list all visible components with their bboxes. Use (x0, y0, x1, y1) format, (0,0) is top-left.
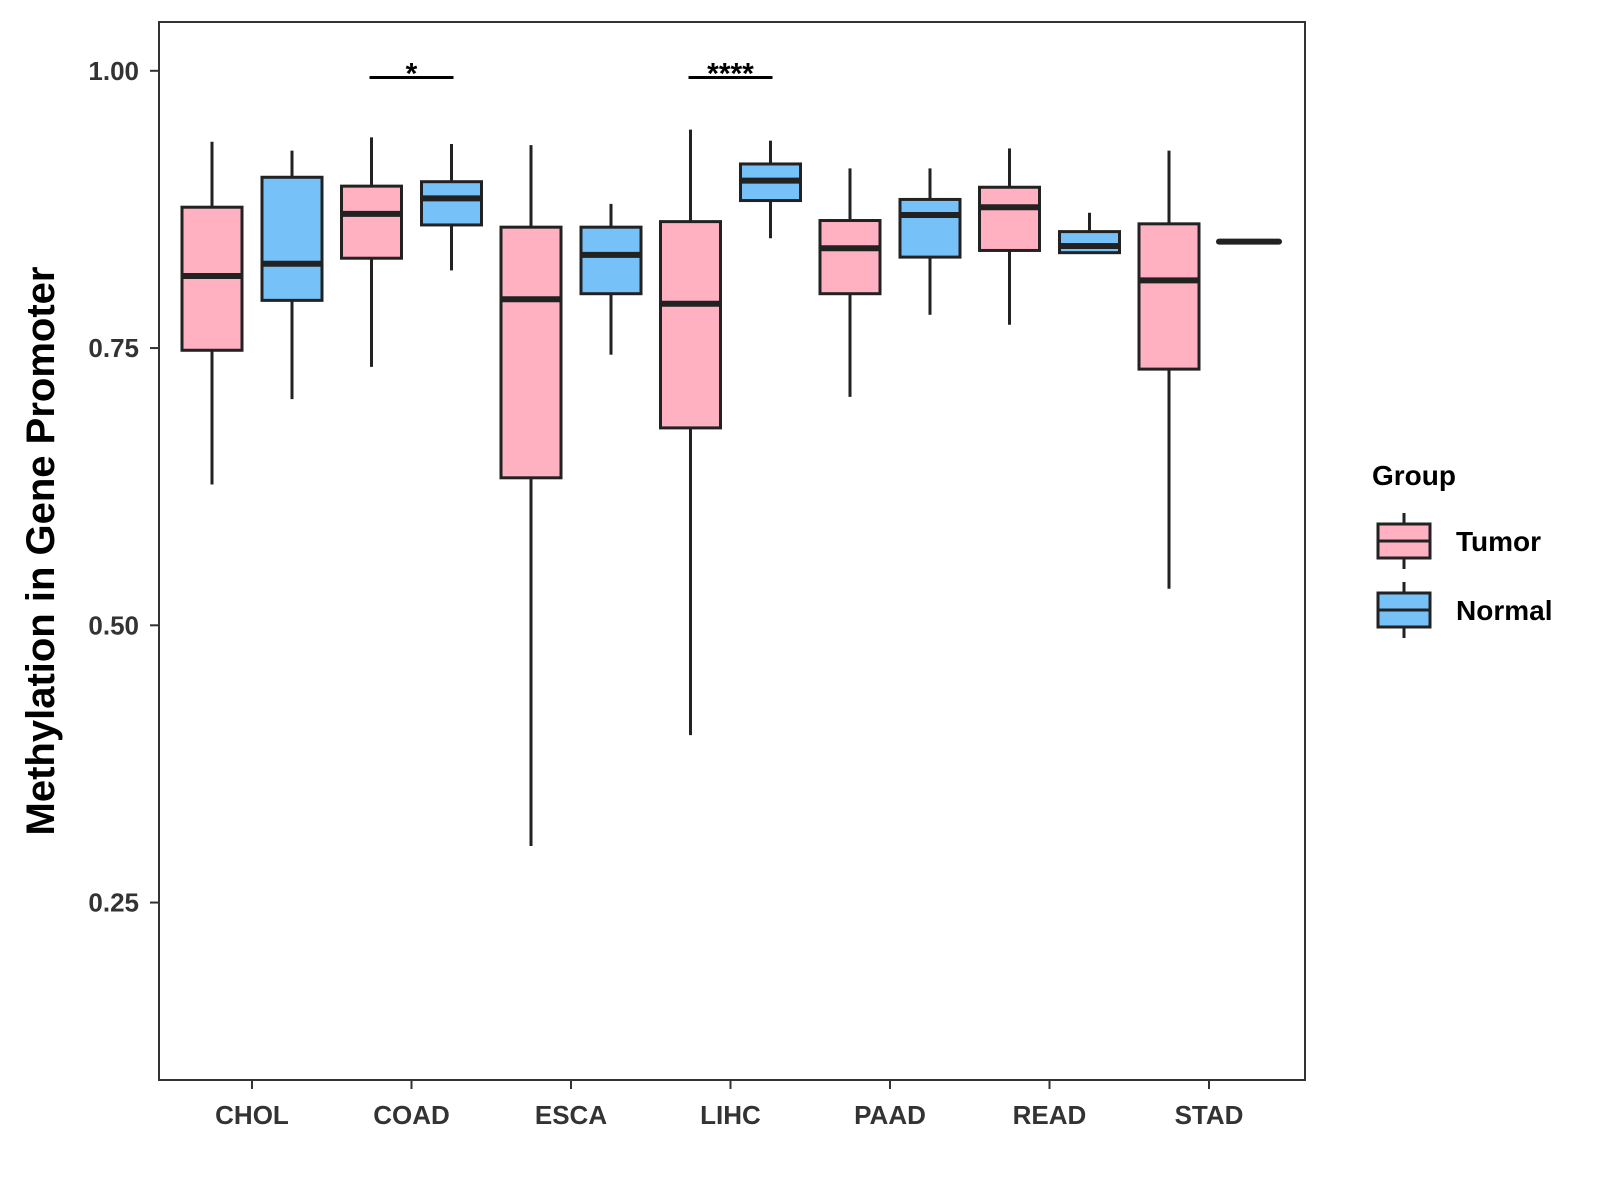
iqr-box (340, 184, 403, 260)
x-tick-label-esca: ESCA (535, 1100, 607, 1130)
iqr-box (420, 180, 483, 227)
legend-title: Group (1372, 460, 1456, 491)
box-tumor-lihc (659, 129, 722, 736)
iqr-box (499, 225, 563, 480)
iqr-box (579, 225, 643, 296)
box-tumor-paad (818, 168, 882, 397)
x-tick-label-read: READ (1013, 1100, 1087, 1130)
legend-label-normal: Normal (1456, 595, 1552, 626)
significance-label: **** (707, 57, 754, 90)
iqr-box (659, 220, 722, 430)
box-tumor-coad (340, 137, 403, 367)
boxes (180, 129, 1282, 846)
x-tick-label-paad: PAAD (854, 1100, 926, 1130)
legend-entry-tumor: Tumor (1376, 513, 1541, 569)
y-tick-label: 0.50 (88, 610, 139, 640)
iqr-box (898, 197, 962, 259)
iqr-box (818, 219, 882, 296)
y-tick-label: 0.25 (88, 888, 139, 918)
x-tick-label-chol: CHOL (215, 1100, 289, 1130)
y-axis: 0.25 0.50 0.75 1.00 (88, 56, 159, 918)
plot-panel (158, 21, 1306, 1081)
legend: Group Tumor Normal (1372, 460, 1552, 638)
x-tick-label-lihc: LIHC (700, 1100, 761, 1130)
iqr-box (978, 185, 1041, 252)
legend-label-tumor: Tumor (1456, 526, 1541, 557)
box-tumor-chol (180, 141, 244, 485)
iqr-box (260, 175, 324, 302)
iqr-box (1058, 230, 1121, 255)
box-tumor-read (978, 148, 1041, 325)
box-normal-paad (898, 168, 962, 315)
significance-label: * (406, 57, 418, 90)
significance-annotations: * **** (369, 57, 773, 90)
legend-entry-normal: Normal (1376, 582, 1552, 638)
box-normal-read (1058, 212, 1121, 255)
x-axis: CHOL COAD ESCA LIHC PAAD READ STAD (215, 1080, 1243, 1130)
y-tick-label: 0.75 (88, 333, 139, 363)
y-tick-label: 1.00 (88, 56, 139, 86)
y-axis-title: Methylation in Gene Promoter (19, 267, 63, 836)
box-normal-lihc (739, 140, 802, 239)
legend-entries: Tumor Normal (1376, 513, 1552, 638)
x-tick-label-coad: COAD (373, 1100, 450, 1130)
box-tumor-esca (499, 145, 563, 846)
x-tick-label-stad: STAD (1175, 1100, 1244, 1130)
iqr-box (1137, 222, 1201, 371)
box-normal-esca (579, 203, 643, 355)
box-normal-coad (420, 143, 483, 271)
box-normal-chol (260, 150, 324, 400)
box-tumor-stad (1137, 150, 1201, 589)
